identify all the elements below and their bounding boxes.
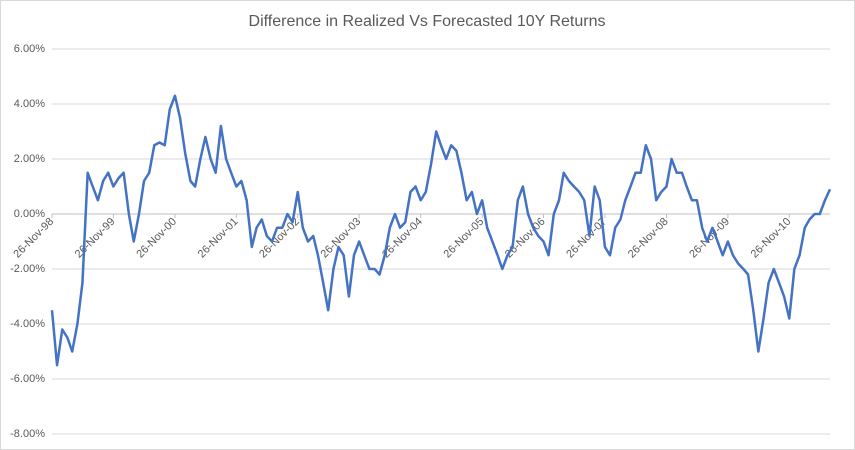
- y-tick-label: 6.00%: [14, 43, 45, 55]
- chart-title: Difference in Realized Vs Forecasted 10Y…: [249, 13, 606, 30]
- y-tick-label: -2.00%: [10, 263, 45, 275]
- y-tick-label: -4.00%: [10, 318, 45, 330]
- y-tick-label: 2.00%: [14, 153, 45, 165]
- data-line: [50, 94, 832, 367]
- y-tick-label: 4.00%: [14, 98, 45, 110]
- y-tick-label: 0.00%: [14, 208, 45, 220]
- y-tick-label: -6.00%: [10, 373, 45, 385]
- y-tick-label: -8.00%: [10, 428, 45, 440]
